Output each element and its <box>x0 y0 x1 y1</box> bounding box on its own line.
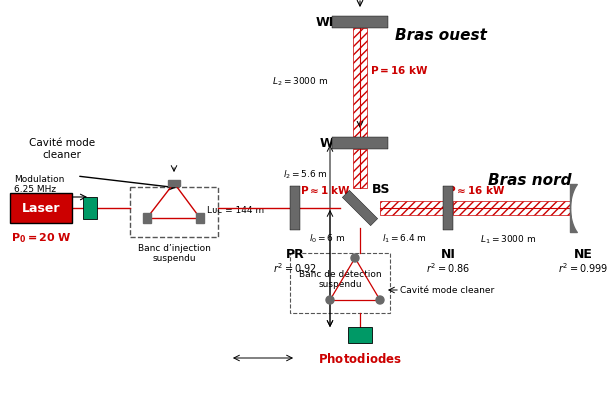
Bar <box>168 180 180 186</box>
Bar <box>443 186 453 230</box>
Text: WI: WI <box>320 136 338 150</box>
Text: NI: NI <box>440 248 456 261</box>
Circle shape <box>351 254 359 262</box>
Text: $l_1 = 6.4$ m: $l_1 = 6.4$ m <box>381 232 426 245</box>
Text: Banc de détection
suspendu: Banc de détection suspendu <box>299 270 381 289</box>
Text: $l_2 = 5.6$ m: $l_2 = 5.6$ m <box>283 169 328 181</box>
Text: Cavité mode cleaner: Cavité mode cleaner <box>400 286 494 295</box>
Text: PR: PR <box>285 248 304 261</box>
Bar <box>290 253 390 313</box>
Bar <box>332 16 388 28</box>
Text: $r^2 = 0.999$: $r^2 = 0.999$ <box>558 261 608 275</box>
Text: Bras ouest: Bras ouest <box>395 28 487 43</box>
Text: $\mathbf{P \approx 16\ kW}$: $\mathbf{P \approx 16\ kW}$ <box>447 184 505 196</box>
Text: $\mathbf{P = 16\ kW}$: $\mathbf{P = 16\ kW}$ <box>370 64 428 76</box>
Circle shape <box>326 296 334 304</box>
Polygon shape <box>343 190 378 226</box>
Text: Lᴜᴄ = 144 m: Lᴜᴄ = 144 m <box>207 206 264 215</box>
Bar <box>348 327 372 343</box>
Text: Bras nord: Bras nord <box>488 173 571 188</box>
Text: $L_2 = 3000$ m: $L_2 = 3000$ m <box>272 76 328 88</box>
Text: BS: BS <box>372 183 391 196</box>
Bar <box>10 193 72 223</box>
Text: NE: NE <box>574 248 592 261</box>
Text: $L_1 = 3000$ m: $L_1 = 3000$ m <box>480 233 536 245</box>
Text: $r^2 = 0.86$: $r^2 = 0.86$ <box>426 261 470 275</box>
Bar <box>290 186 300 230</box>
Circle shape <box>376 296 384 304</box>
Bar <box>130 187 218 237</box>
Text: Modulation
6.25 MHz: Modulation 6.25 MHz <box>14 175 65 194</box>
Text: WE: WE <box>315 16 338 28</box>
Bar <box>453 201 570 215</box>
Text: $r^2 = 0.92$: $r^2 = 0.92$ <box>273 261 317 275</box>
Text: Banc d’injection
suspendu: Banc d’injection suspendu <box>138 244 210 263</box>
Bar <box>353 28 367 137</box>
Text: $\mathbf{Photodiodes}$: $\mathbf{Photodiodes}$ <box>318 352 402 366</box>
Text: $l_0 = 6$ m: $l_0 = 6$ m <box>309 232 345 245</box>
Bar <box>353 149 367 188</box>
Text: $\mathbf{P \approx 1\ kW}$: $\mathbf{P \approx 1\ kW}$ <box>300 184 351 196</box>
Bar <box>196 213 204 223</box>
Bar <box>380 201 443 215</box>
Text: Cavité mode
cleaner: Cavité mode cleaner <box>29 138 95 159</box>
Bar <box>83 197 97 219</box>
Text: $\mathbf{P_0 = 20\ W}$: $\mathbf{P_0 = 20\ W}$ <box>10 231 71 245</box>
Bar <box>332 137 388 149</box>
Text: Laser: Laser <box>22 201 60 215</box>
Bar <box>143 213 151 223</box>
